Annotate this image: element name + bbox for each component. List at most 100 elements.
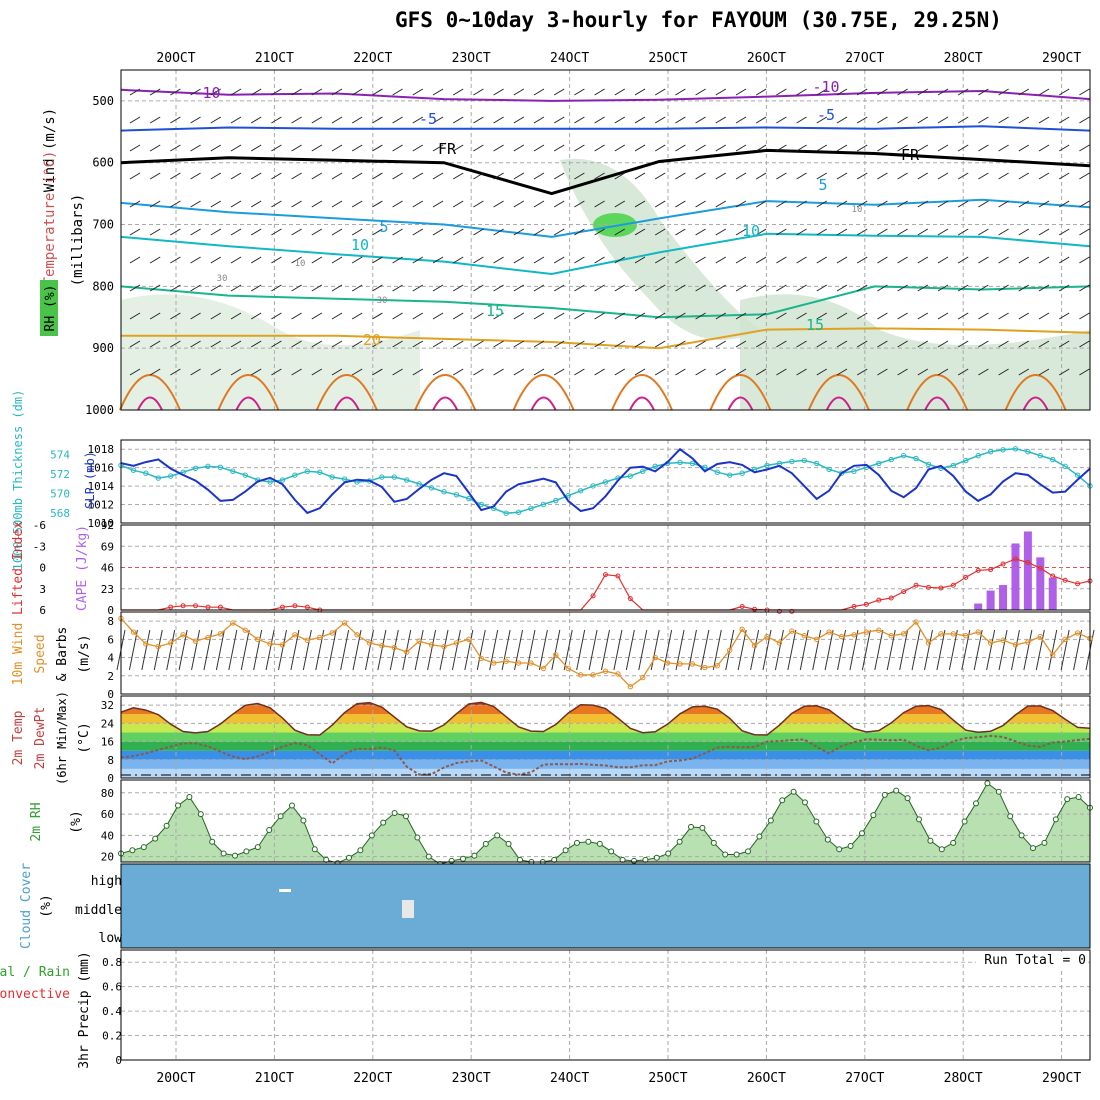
wind-barb xyxy=(129,368,141,376)
wind-frame xyxy=(120,611,1091,695)
rh-point xyxy=(197,811,204,818)
wind-barb-10m xyxy=(576,629,586,671)
wind-barb xyxy=(755,172,767,180)
thickness-point xyxy=(590,483,596,489)
wind-barb xyxy=(190,144,201,152)
x-tick-label-top: 23OCT xyxy=(452,51,491,66)
wind-barb xyxy=(311,144,323,152)
chart-title: GFS 0~10day 3-hourly for FAYOUM (30.75E,… xyxy=(395,8,1002,32)
thickness-point xyxy=(826,466,832,472)
wind-barb-10m xyxy=(588,629,598,671)
rh-point xyxy=(710,839,717,846)
wind-barb xyxy=(170,340,181,348)
wind-barb xyxy=(351,172,363,180)
thickness-tick-label: 568 xyxy=(50,507,70,520)
lifted-index-point xyxy=(168,604,174,610)
thickness-point xyxy=(267,479,273,485)
wind-barb xyxy=(776,144,787,152)
wind-barb-10m xyxy=(1023,629,1033,671)
wind-barb xyxy=(917,200,929,208)
wind-barb xyxy=(978,116,989,124)
wind-barb xyxy=(715,256,727,264)
thickness-point xyxy=(602,479,609,485)
wind-speed-point xyxy=(938,631,944,637)
wind-barb xyxy=(755,228,767,236)
temperature-band xyxy=(121,705,1090,715)
wind-barb xyxy=(533,200,545,208)
wind-barb xyxy=(1038,228,1050,236)
rh-point xyxy=(311,846,318,853)
wind-barb xyxy=(291,284,302,292)
wind-barb xyxy=(695,340,706,348)
wind-speed-point xyxy=(478,655,484,662)
wind-barb xyxy=(998,228,1009,236)
wind-barb xyxy=(190,284,201,292)
x-tick-label-bottom: 20OCT xyxy=(156,1071,195,1086)
rh-point xyxy=(1030,845,1036,852)
wind-tick-label: 8 xyxy=(107,615,114,628)
temperature-tick-label: 32 xyxy=(101,699,114,712)
wind-barb xyxy=(250,312,262,320)
slp-tick-label: 1018 xyxy=(88,443,115,456)
wind-barb xyxy=(1058,368,1070,376)
wind-barb xyxy=(917,88,929,96)
contour-label: 15 xyxy=(486,302,504,320)
wind-barb xyxy=(1018,228,1030,236)
rh-point xyxy=(357,847,364,854)
wind-barb xyxy=(776,284,787,292)
wind-speed-point xyxy=(205,634,211,641)
wind-barb xyxy=(129,144,141,152)
rh-point xyxy=(448,857,455,864)
wind-barb xyxy=(230,368,242,376)
wind-barb xyxy=(351,340,363,348)
lifted-index-point xyxy=(888,595,894,601)
contour-label: FR xyxy=(438,140,457,158)
rh-point xyxy=(813,818,820,825)
wind-barb xyxy=(1018,116,1030,124)
precip-tick-label: 0 xyxy=(115,1054,122,1067)
cape-tick-label: 92 xyxy=(101,519,114,532)
wind-barb xyxy=(230,284,242,292)
wind-barb xyxy=(735,172,747,180)
run-total-bg xyxy=(976,952,1088,968)
wind-barb xyxy=(755,312,767,320)
temperature-contour-surface xyxy=(414,374,477,411)
wind-barb xyxy=(654,88,666,96)
wind-barb xyxy=(836,340,848,348)
wind-barb-10m xyxy=(166,629,176,671)
lifted-index-point xyxy=(205,604,211,610)
wind-barb xyxy=(998,172,1009,180)
wind-barb xyxy=(432,312,444,320)
temperature-band xyxy=(121,732,1090,742)
lifted-index-tick-label: -6 xyxy=(33,519,46,532)
wind-barb xyxy=(452,340,464,348)
wind-barb xyxy=(412,340,424,348)
wind-ylabel-1: 10m Wind xyxy=(11,623,26,686)
wind-barb xyxy=(998,312,1009,320)
lifted-index-point xyxy=(901,589,907,595)
wind-barb-10m xyxy=(774,629,784,671)
wind-barb xyxy=(432,340,444,348)
wind-barb xyxy=(1038,88,1050,96)
wind-barb xyxy=(776,312,787,320)
lifted-index-point xyxy=(950,582,956,588)
wind-barb-10m xyxy=(948,629,958,671)
wind-barb xyxy=(129,284,141,292)
wind-barb-10m xyxy=(899,629,909,671)
wind-barb xyxy=(897,340,908,348)
wind-barb xyxy=(937,144,949,152)
wind-speed-point xyxy=(851,632,857,638)
precip-ylabel-convective: Convective xyxy=(0,987,70,1002)
wind-barb xyxy=(1079,200,1090,208)
contour-label: 5 xyxy=(379,218,388,236)
wind-barb xyxy=(654,256,666,264)
lifted-index-tick-label: 6 xyxy=(39,604,46,617)
x-tick-label-bottom: 21OCT xyxy=(255,1071,294,1086)
wind-barb xyxy=(412,116,424,124)
thickness-point xyxy=(155,475,161,481)
wind-barb xyxy=(513,144,525,152)
wind-barb-10m xyxy=(613,629,623,671)
wind-barb xyxy=(957,340,969,348)
wind-barb xyxy=(250,200,262,208)
wind-barb xyxy=(291,116,302,124)
